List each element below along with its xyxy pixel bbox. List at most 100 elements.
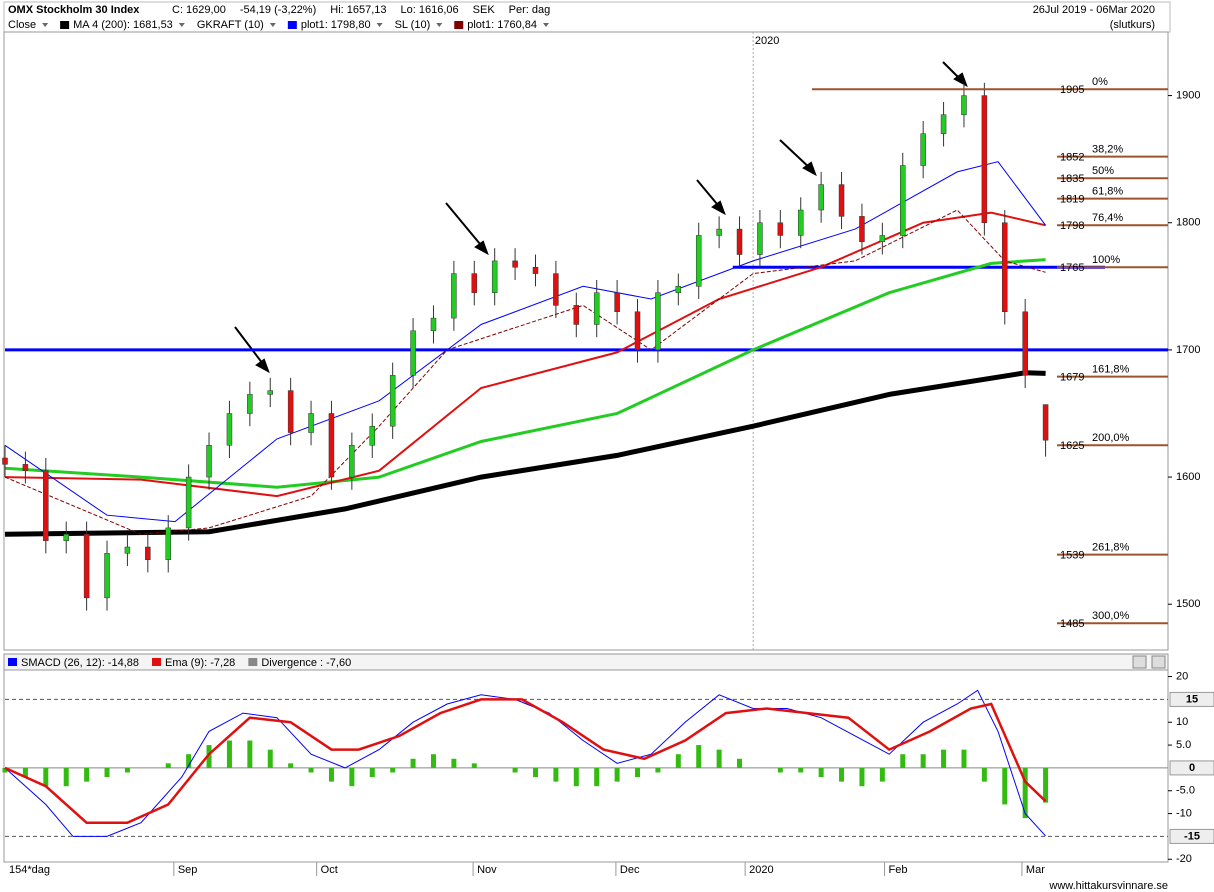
candle-body [226,413,233,446]
candle-body [777,222,784,236]
fib-ratio: 161,8% [1092,364,1130,376]
legend-dropdown [436,23,443,27]
header-value: Per: dag [509,4,551,16]
x-tick-label: Feb [889,864,908,876]
legend-dropdown [269,23,276,27]
histogram-bar [920,754,926,768]
candle-body [1022,311,1028,376]
legend-label: Divergence : -7,60 [261,657,351,669]
candle-body [63,534,69,541]
reference-label: 15 [1186,693,1198,705]
histogram-bar [247,740,253,768]
candle-body [165,527,171,560]
fib-price: 1798 [1060,220,1084,232]
reference-label: 0 [1189,762,1195,774]
candle-body [838,184,845,217]
y-tick-label: 5.0 [1176,739,1191,751]
candle-body [349,445,355,478]
candle-body [104,553,110,599]
candle-body [614,292,620,313]
histogram-bar [1002,767,1008,805]
fib-ratio: 261,8% [1092,542,1130,554]
y-tick-label: 1900 [1176,89,1200,101]
header-value: Hi: 1657,13 [330,4,386,16]
legend-label: plot1: 1798,80 [301,19,371,31]
legend-label: Ema (9): -7,28 [165,657,235,669]
candle-body [879,235,886,243]
candle-body [287,390,294,433]
fib-ratio: 0% [1092,76,1108,88]
y-tick-label: 20 [1176,670,1188,682]
histogram-bar [226,740,232,768]
fib-ratio: 50% [1092,165,1114,177]
fib-ratio: 300,0% [1092,610,1130,622]
candle-body [145,546,151,560]
header-value: C: 1629,00 [172,4,226,16]
candle-body [83,534,90,599]
x-tick-label: 2020 [749,864,773,876]
candle-body [675,286,682,293]
indicator-line [4,161,1047,523]
legend-swatch [8,658,17,666]
candle-body [961,95,967,115]
histogram-bar [84,767,90,782]
histogram-bar [206,745,212,768]
candle-body [1002,222,1008,313]
legend-dropdown [178,23,185,27]
candle-body [369,425,376,446]
arrow-head [255,358,270,374]
candle-body [859,216,865,243]
fib-price: 1905 [1060,84,1084,96]
candle-body [818,184,824,211]
candle-body [716,228,722,236]
histogram-bar [614,767,620,782]
candle-body [328,413,335,478]
fib-ratio: 100% [1092,254,1120,266]
candle-body [736,228,743,255]
histogram-bar [594,767,600,787]
header-value: Lo: 1616,06 [401,4,459,16]
histogram-bar [22,767,28,778]
indicator-line [4,211,1046,498]
legend-label: GKRAFT (10) [197,19,264,31]
year-marker: 2020 [755,35,779,47]
histogram-bar [308,767,314,773]
fib-ratio: 38,2% [1092,144,1123,156]
header-value: SEK [473,4,496,16]
fib-price: 1835 [1060,173,1084,185]
y-tick-label: 1700 [1176,344,1200,356]
y-tick-label: 10 [1176,716,1188,728]
histogram-bar [63,767,69,787]
histogram-bar [328,767,334,782]
candle-body [553,273,559,306]
histogram-bar [818,767,824,778]
fib-price: 1765 [1060,262,1084,274]
reference-box [1169,828,1214,844]
settings-button[interactable] [1132,655,1147,669]
reference-box [1169,760,1214,776]
histogram-bar [696,745,702,768]
histogram-bar [512,767,518,773]
legend-label: Close [8,19,36,31]
fib-price: 1679 [1060,372,1084,384]
candle-body [308,413,314,433]
x-tick-label: Oct [321,864,338,876]
arrows [234,61,968,374]
period-label: 154*dag [9,864,50,876]
fib-price: 1485 [1060,618,1084,630]
y-tick-label: -10 [1176,807,1192,819]
macd-line [4,698,1047,824]
histogram-bar [1043,767,1049,803]
candle-body [247,394,253,414]
reference-label: -15 [1184,830,1200,842]
histogram-bar [124,767,130,773]
y-tick-label: -5.0 [1176,785,1195,797]
histogram-bar [349,767,355,787]
candle-body [920,133,926,166]
close-button[interactable] [1151,655,1166,669]
legend-dropdown [542,23,549,27]
fib-price: 1852 [1060,152,1084,164]
histogram-bar [532,767,538,778]
histogram-bar [471,763,477,768]
arrow-head [474,240,489,256]
